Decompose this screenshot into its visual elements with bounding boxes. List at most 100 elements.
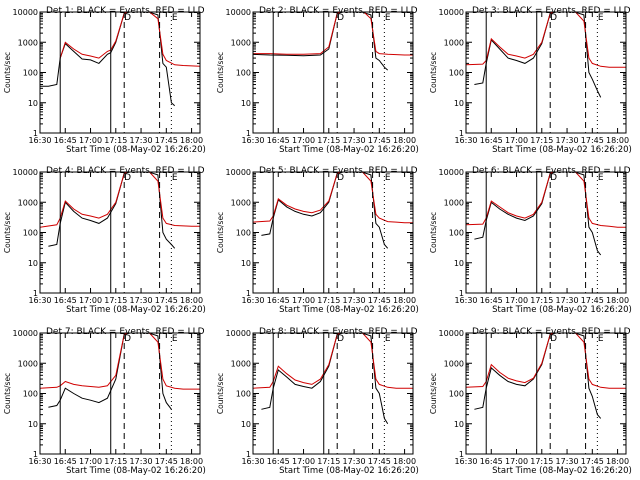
- y-tick-label: 100: [23, 390, 38, 399]
- x-axis-label: Start Time (08-May-02 16:26:20): [279, 466, 419, 476]
- x-tick-label: 16:30: [454, 136, 477, 145]
- y-tick-label: 1000: [444, 359, 464, 368]
- x-tick-label: 17:00: [292, 457, 315, 466]
- y-tick-label: 1: [246, 289, 251, 298]
- marker-label: D: [124, 173, 131, 183]
- x-tick-label: 16:30: [241, 296, 264, 305]
- panel-title: Det 6: BLACK = Events, RED = LLD: [472, 166, 631, 176]
- x-tick-label: 17:45: [155, 457, 178, 466]
- x-tick-label: 17:15: [530, 457, 553, 466]
- x-tick-label: 17:45: [581, 136, 604, 145]
- x-tick-label: 16:30: [241, 457, 264, 466]
- x-tick-label: 17:45: [155, 296, 178, 305]
- x-tick-label: 17:00: [505, 136, 528, 145]
- y-tick-label: 100: [449, 390, 464, 399]
- panel-title: Det 4: BLACK = Events, RED = LLD: [46, 166, 205, 176]
- marker-label: D: [550, 13, 557, 23]
- x-tick-label: 16:30: [28, 457, 51, 466]
- x-tick-label: 16:30: [28, 136, 51, 145]
- x-tick-label: 17:15: [104, 296, 127, 305]
- y-tick-label: 1: [459, 129, 464, 138]
- y-axis-label: Counts/sec: [3, 52, 12, 93]
- panel-title: Det 2: BLACK = Events, RED = LLD: [259, 6, 418, 16]
- x-axis-label: Start Time (08-May-02 16:26:20): [66, 305, 206, 315]
- x-axis-label: Start Time (08-May-02 16:26:20): [66, 145, 206, 155]
- marker-label: E: [172, 334, 178, 344]
- marker-label: E: [385, 13, 391, 23]
- x-tick-label: 16:30: [454, 457, 477, 466]
- x-tick-label: 18:00: [393, 457, 416, 466]
- x-tick-label: 17:00: [505, 296, 528, 305]
- y-axis-label: Counts/sec: [216, 212, 225, 253]
- marker-label: D: [124, 13, 131, 23]
- x-tick-label: 17:45: [368, 457, 391, 466]
- x-tick-label: 17:30: [130, 136, 153, 145]
- y-tick-label: 1000: [444, 198, 464, 207]
- x-tick-label: 17:15: [104, 457, 127, 466]
- marker-label: E: [598, 173, 604, 183]
- y-tick-label: 1000: [18, 359, 38, 368]
- y-tick-label: 1000: [444, 38, 464, 47]
- marker-label: D: [337, 13, 344, 23]
- x-tick-label: 17:45: [581, 296, 604, 305]
- series-group: [253, 333, 413, 425]
- y-axis-label: Counts/sec: [429, 52, 438, 93]
- y-tick-label: 1000: [231, 359, 251, 368]
- y-axis-label: Counts/sec: [216, 373, 225, 414]
- y-tick-label: 10: [28, 259, 38, 268]
- x-tick-label: 17:15: [317, 136, 340, 145]
- y-tick-label: 100: [23, 69, 38, 78]
- x-tick-label: 18:00: [393, 136, 416, 145]
- x-tick-label: 16:30: [241, 136, 264, 145]
- marker-label: E: [598, 13, 604, 23]
- x-tick-label: 18:00: [180, 296, 203, 305]
- x-tick-label: 17:00: [79, 136, 102, 145]
- marker-label: E: [172, 173, 178, 183]
- marker-label: D: [337, 334, 344, 344]
- x-tick-label: 17:30: [556, 457, 579, 466]
- plot-frame: [252, 171, 414, 294]
- x-tick-label: 17:45: [155, 136, 178, 145]
- x-tick-label: 17:00: [505, 457, 528, 466]
- x-tick-label: 16:45: [267, 136, 290, 145]
- y-axis-label: Counts/sec: [3, 373, 12, 414]
- x-tick-label: 17:30: [556, 136, 579, 145]
- y-tick-label: 10: [241, 99, 251, 108]
- y-tick-label: 10000: [226, 168, 251, 177]
- plot-frame: [39, 11, 201, 134]
- x-tick-label: 17:00: [79, 296, 102, 305]
- events-series-line: [48, 172, 176, 249]
- y-axis-label: Counts/sec: [429, 212, 438, 253]
- series-group: [40, 12, 200, 107]
- panel-title: Det 3: BLACK = Events, RED = LLD: [472, 6, 631, 16]
- x-tick-label: 16:45: [54, 136, 77, 145]
- y-tick-label: 10: [28, 420, 38, 429]
- x-tick-label: 17:15: [317, 296, 340, 305]
- events-series-line: [261, 333, 389, 425]
- y-tick-label: 10000: [13, 8, 38, 17]
- y-tick-label: 10000: [439, 168, 464, 177]
- y-tick-label: 1000: [231, 198, 251, 207]
- y-tick-label: 100: [236, 229, 251, 238]
- x-axis-label: Start Time (08-May-02 16:26:20): [66, 466, 206, 476]
- x-tick-label: 17:30: [556, 296, 579, 305]
- x-tick-label: 16:45: [480, 296, 503, 305]
- x-tick-label: 17:30: [130, 296, 153, 305]
- y-tick-label: 100: [449, 69, 464, 78]
- x-tick-label: 18:00: [180, 457, 203, 466]
- x-axis-label: Start Time (08-May-02 16:26:20): [492, 305, 632, 315]
- x-tick-label: 17:30: [343, 296, 366, 305]
- x-tick-label: 17:15: [104, 136, 127, 145]
- x-tick-label: 16:45: [54, 457, 77, 466]
- panel-title: Det 7: BLACK = Events, RED = LLD: [46, 327, 205, 337]
- x-tick-label: 16:45: [480, 457, 503, 466]
- y-tick-label: 100: [23, 229, 38, 238]
- y-tick-label: 10: [241, 420, 251, 429]
- y-tick-label: 10: [28, 99, 38, 108]
- x-tick-label: 18:00: [180, 136, 203, 145]
- y-tick-label: 1: [459, 289, 464, 298]
